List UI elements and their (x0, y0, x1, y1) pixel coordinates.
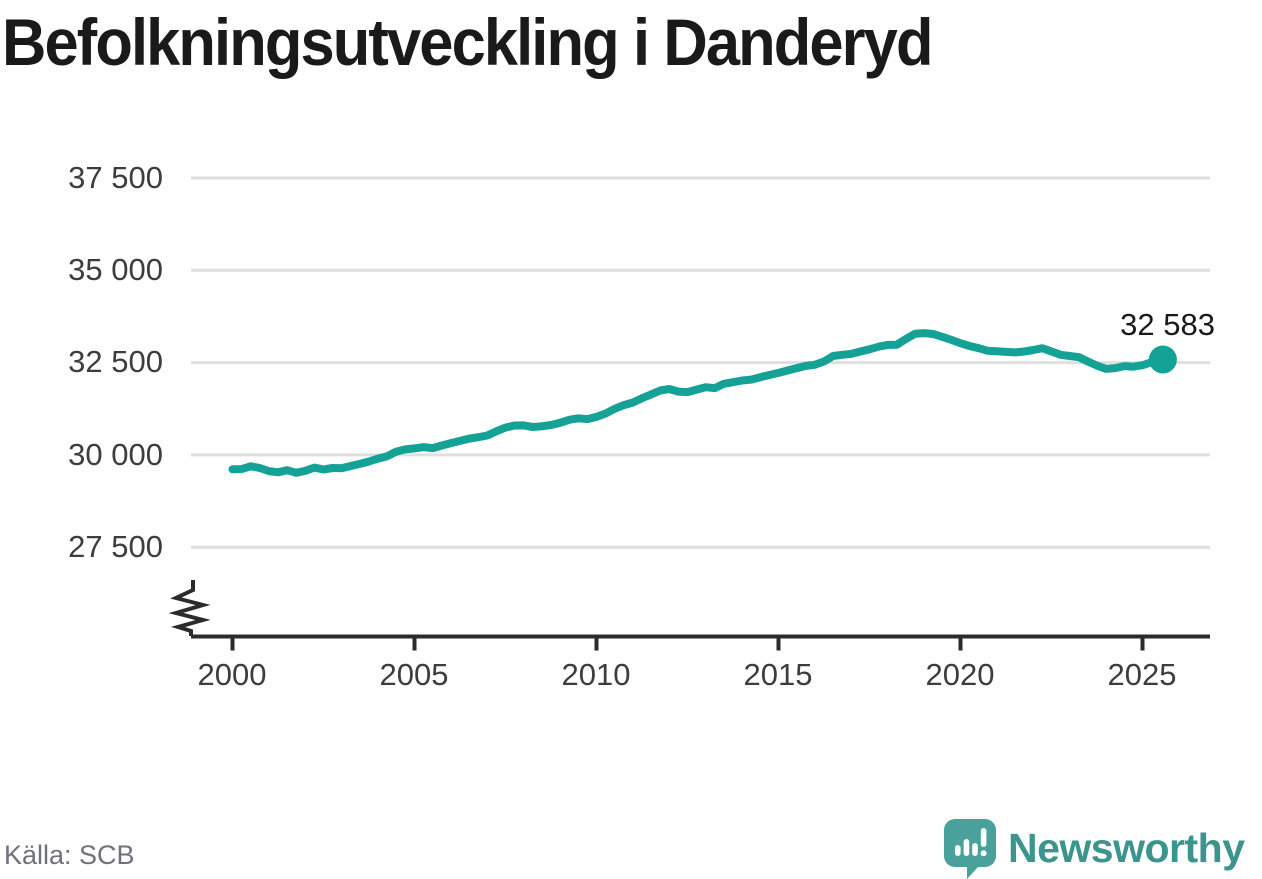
population-line (228, 329, 1167, 477)
newsworthy-wordmark: Newsworthy (1008, 825, 1245, 871)
end-point-dot (1148, 345, 1177, 374)
y-tick-label: 32 500 (68, 344, 163, 379)
end-value-label: 32 583 (1120, 307, 1215, 342)
y-tick-label: 27 500 (68, 529, 163, 564)
chart-title: Befolkningsutveckling i Danderyd (2, 5, 933, 79)
x-tick-label: 2020 (925, 657, 995, 692)
newsworthy-logo: Newsworthy (944, 818, 1262, 879)
y-tick-label: 30 000 (68, 437, 163, 472)
x-tick-label: 2010 (561, 657, 631, 692)
x-tick-label: 2025 (1107, 657, 1177, 692)
x-tick-label: 2015 (743, 657, 813, 692)
axis-break-icon (168, 580, 211, 636)
x-tick-label: 2005 (379, 657, 449, 692)
newsworthy-bubble-chart-icon (944, 818, 996, 879)
x-tick-label: 2000 (197, 657, 267, 692)
y-tick-label: 35 000 (68, 252, 163, 287)
source-label: Källa: SCB (4, 840, 135, 870)
y-tick-label: 37 500 (68, 160, 163, 195)
